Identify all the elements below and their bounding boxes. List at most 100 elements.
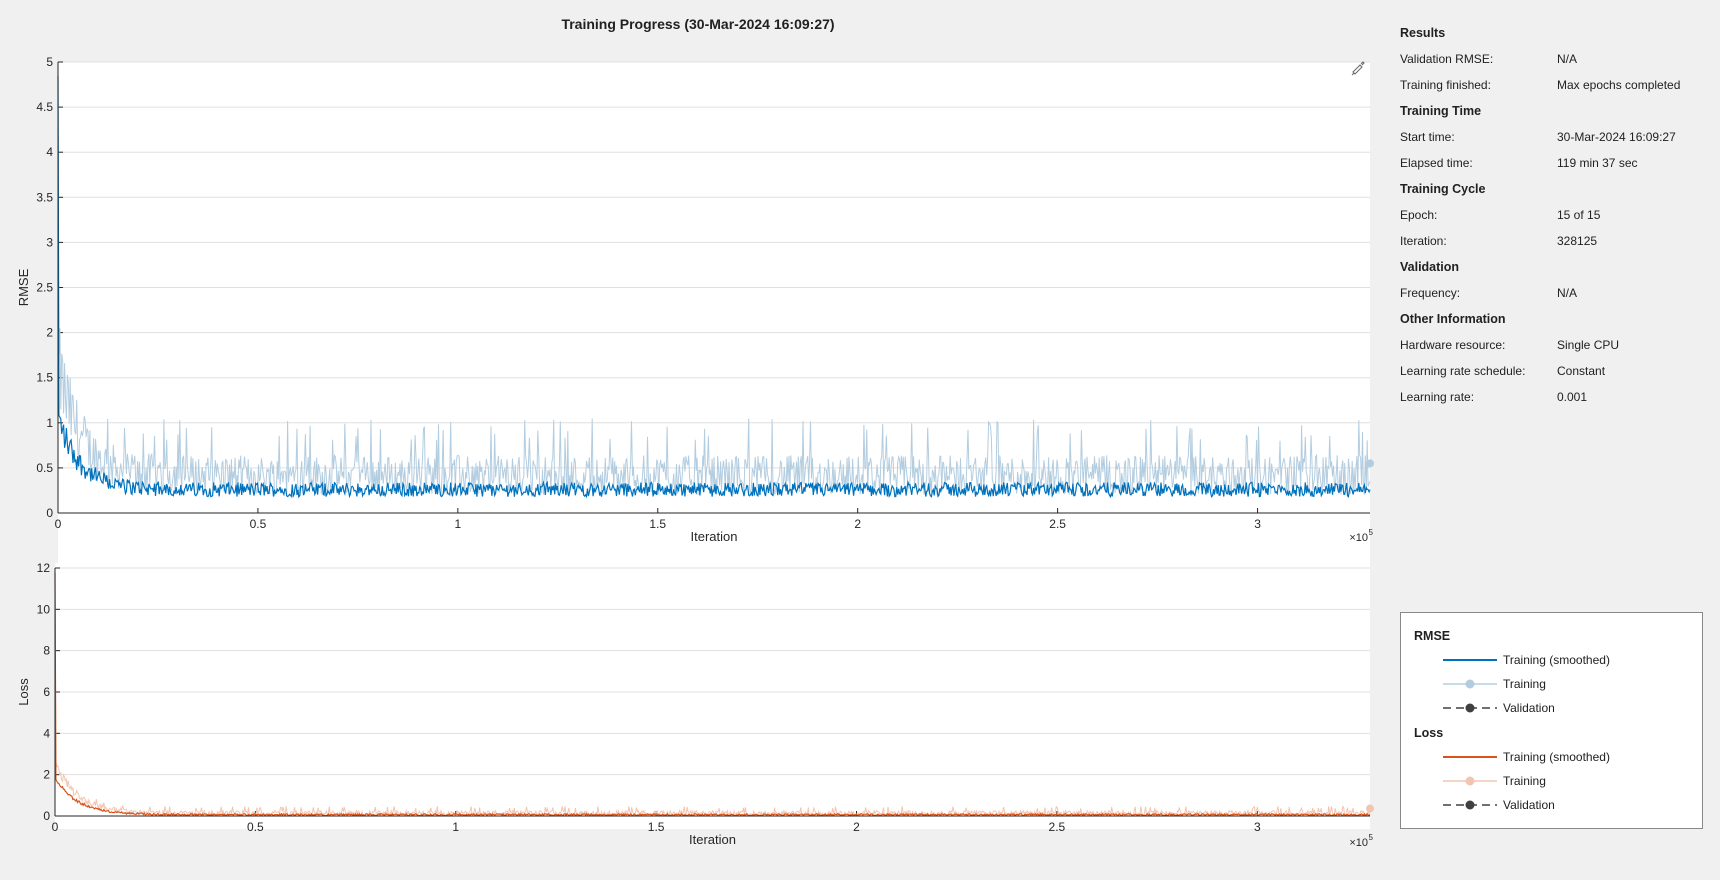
y-tick-label: 4 <box>46 145 53 159</box>
y-tick-label: 10 <box>37 602 51 616</box>
info-row: Validation RMSE: N/A <box>1400 52 1700 68</box>
dashed-marker-swatch-icon <box>1443 800 1497 810</box>
x-exponent-power: 5 <box>1369 528 1374 537</box>
info-value: N/A <box>1557 52 1578 66</box>
y-tick-label: 8 <box>43 644 50 658</box>
info-label: Training finished: <box>1400 78 1491 92</box>
legend-label: Training (smoothed) <box>1503 750 1610 764</box>
page-title: Training Progress (30-Mar-2024 16:09:27) <box>561 16 835 32</box>
info-row: Frequency: N/A <box>1400 286 1700 302</box>
training-final-marker <box>1366 459 1374 468</box>
info-label: Hardware resource: <box>1400 338 1506 352</box>
y-tick-label: 3.5 <box>36 190 53 204</box>
info-row: Elapsed time: 119 min 37 sec <box>1400 156 1700 172</box>
x-tick-label: 0.5 <box>247 820 264 834</box>
info-section: Validation Frequency: N/A <box>1400 260 1700 302</box>
legend-rmse-smoothed: Training (smoothed) <box>1443 652 1610 668</box>
y-tick-label: 0.5 <box>36 461 53 475</box>
y-tick-label: 2.5 <box>36 281 53 295</box>
info-value: 15 of 15 <box>1557 208 1601 222</box>
info-value: Constant <box>1557 364 1606 378</box>
y-axis-label: Loss <box>16 678 31 706</box>
y-tick-label: 2 <box>46 326 53 340</box>
y-tick-label: 5 <box>46 55 53 69</box>
info-row: Start time: 30-Mar-2024 16:09:27 <box>1400 130 1700 146</box>
legend-label: Validation <box>1503 798 1555 812</box>
line-marker-swatch-icon <box>1443 776 1497 786</box>
training-smoothed-series-line <box>57 75 1371 499</box>
y-axis-label: RMSE <box>16 268 31 306</box>
info-value: 119 min 37 sec <box>1557 156 1638 170</box>
x-tick-label: 2 <box>853 820 860 834</box>
info-value: 30-Mar-2024 16:09:27 <box>1557 130 1676 144</box>
x-tick-label: 3 <box>1254 517 1261 531</box>
legend-rmse-title: RMSE <box>1414 629 1451 643</box>
info-value: N/A <box>1557 286 1578 300</box>
info-row: Iteration: 328125 <box>1400 234 1700 250</box>
training-series-line <box>57 75 1371 497</box>
info-value: Single CPU <box>1557 338 1620 352</box>
info-label: Learning rate: <box>1400 390 1475 404</box>
y-tick-label: 2 <box>43 768 50 782</box>
x-tick-label: 1.5 <box>649 517 666 531</box>
y-tick-label: 1.5 <box>36 371 53 385</box>
x-tick-label: 1 <box>452 820 459 834</box>
x-tick-label: 3 <box>1254 820 1261 834</box>
dashed-marker-swatch-icon <box>1443 703 1497 713</box>
info-label: Iteration: <box>1400 234 1447 248</box>
x-tick-label: 0 <box>55 517 62 531</box>
line-swatch-icon <box>1443 756 1497 758</box>
legend-loss-title: Loss <box>1414 726 1444 740</box>
info-value: 0.001 <box>1557 390 1588 404</box>
info-value: 328125 <box>1557 234 1598 248</box>
line-swatch-icon <box>1443 659 1497 661</box>
y-tick-label: 4 <box>43 726 50 740</box>
info-section-title: Training Cycle <box>1400 182 1486 196</box>
legend-label: Training <box>1503 677 1546 691</box>
info-section-title: Results <box>1400 26 1446 40</box>
info-section: Training Cycle Epoch: 15 of 15 Iteration: 32… <box>1400 182 1700 250</box>
info-label: Learning rate schedule: <box>1400 364 1526 378</box>
legend-rmse-training: Training <box>1443 676 1546 692</box>
x-tick-label: 0 <box>52 820 59 834</box>
training-info-panel: Results Validation RMSE: N/A Training finis… <box>1400 26 1700 416</box>
info-section: Other Information Hardware resource: Singl… <box>1400 312 1700 406</box>
legend-label: Validation <box>1503 701 1555 715</box>
legend-label: Training <box>1503 774 1546 788</box>
info-row: Learning rate schedule: Constant <box>1400 364 1700 380</box>
line-marker-swatch-icon <box>1443 679 1497 689</box>
info-row: Epoch: 15 of 15 <box>1400 208 1700 224</box>
x-tick-label: 2.5 <box>1049 820 1066 834</box>
legend-rmse-validation: Validation <box>1443 700 1555 716</box>
x-exponent-label: ×10 <box>1349 532 1368 544</box>
x-tick-label: 0.5 <box>250 517 267 531</box>
legend-loss-validation: Validation <box>1443 797 1555 813</box>
info-section: Training Time Start time: 30-Mar-2024 16:0… <box>1400 104 1700 172</box>
training-final-marker <box>1366 804 1374 813</box>
legend-loss-smoothed: Training (smoothed) <box>1443 749 1610 765</box>
x-axis-label: Iteration <box>691 529 738 544</box>
y-tick-label: 3 <box>46 235 53 249</box>
info-label: Epoch: <box>1400 208 1438 222</box>
x-axis-label: Iteration <box>689 832 736 847</box>
y-tick-label: 0 <box>43 809 50 823</box>
info-section-title: Training Time <box>1400 104 1482 118</box>
legend-label: Training (smoothed) <box>1503 653 1610 667</box>
info-section-title: Other Information <box>1400 312 1506 326</box>
info-label: Validation RMSE: <box>1400 52 1494 66</box>
y-tick-label: 12 <box>37 561 51 575</box>
legend-loss-training: Training <box>1443 773 1546 789</box>
x-tick-label: 2.5 <box>1049 517 1066 531</box>
info-label: Elapsed time: <box>1400 156 1473 170</box>
y-tick-label: 4.5 <box>36 100 53 114</box>
y-tick-label: 0 <box>46 506 53 520</box>
info-row: Training finished: Max epochs completed <box>1400 78 1700 94</box>
info-label: Start time: <box>1400 130 1455 144</box>
loss-axes-background <box>55 563 1370 829</box>
info-section: Results Validation RMSE: N/A Training finis… <box>1400 26 1700 94</box>
training-smoothed-series-line <box>54 572 1371 817</box>
brush-edit-icon[interactable] <box>1350 60 1366 76</box>
info-row: Hardware resource: Single CPU <box>1400 338 1700 354</box>
